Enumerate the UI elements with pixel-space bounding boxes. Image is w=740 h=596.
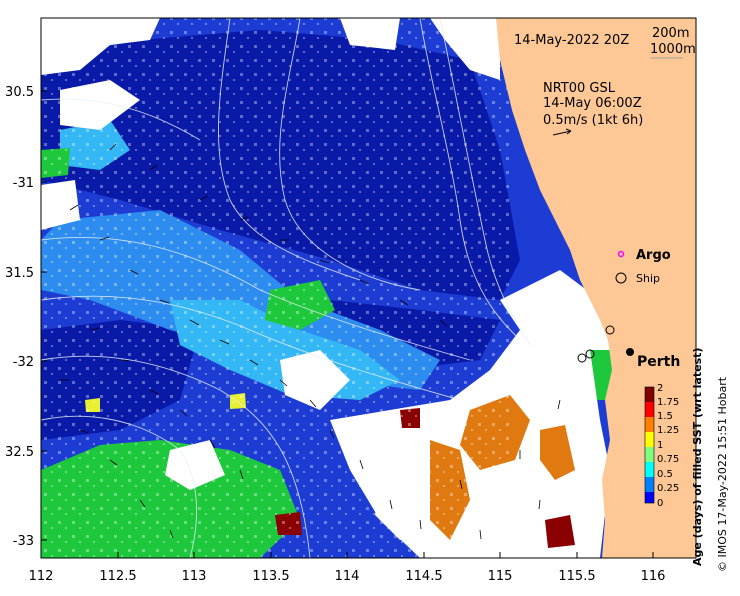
x-tick-label: 112.5 [99,569,136,584]
colorbar-tick: 0.25 [657,483,679,494]
scale-arrow-icon [552,128,572,136]
colorbar-tick: 2 [657,383,663,394]
orange-region [540,425,575,480]
y-tick-label: 30.5 [5,85,34,100]
colorbar-tick: 1.5 [657,411,673,422]
ship-track-marker [605,325,615,335]
y-tick-label: -32 [13,355,34,370]
colorbar: 2 1.75 1.5 1.25 1 0.75 0.5 0.25 0 [644,383,679,509]
current-product-label: NRT00 GSL [543,81,616,96]
x-tick-label: 113.5 [252,569,289,584]
credit-label: © IMOS 17-May-2022 15:51 Hobart [716,376,729,572]
current-scale-label: 0.5m/s (1kt 6h) [543,113,643,128]
colorbar-tick: 1.25 [657,425,679,436]
isobath-label-1000: 1000m [650,42,696,57]
plot-frame [40,17,697,559]
colorbar-tick: 1 [657,440,663,451]
x-tick-label: 115.5 [558,569,595,584]
ship-label: Ship [636,272,660,285]
y-tick-label: 32.5 [5,445,34,460]
x-tick-label: 115 [488,569,513,584]
x-tick-label: 114.5 [405,569,442,584]
bathymetry-contours [41,18,531,558]
y-tick-label: 31.5 [5,266,34,281]
isobath-label-200: 200m [652,26,689,41]
green-region [590,350,612,400]
current-time-label: 14-May 06:00Z [543,96,642,111]
colorbar-tick: 0.5 [657,469,673,480]
colorbar-tick: 0 [657,498,663,509]
y-axis [41,90,47,541]
perth-marker [626,348,634,356]
date-label: 14-May-2022 20Z [514,33,629,48]
x-tick-label: 116 [641,569,666,584]
perth-label: Perth [637,354,680,370]
x-tick-label: 113 [182,569,207,584]
y-tick-label: -33 [13,534,34,549]
ship-track-marker [577,353,587,363]
ship-track-marker [585,349,595,359]
ship-icon [615,272,627,284]
y-tick-label: -31 [13,176,34,191]
current-vectors [60,143,561,540]
colorbar-title: Age (days) of filled SST (wrt latest) [691,348,704,566]
dark-red-region [545,515,575,548]
map-area: Perth 14-May-2022 20Z 200m 1000m NRT00 G… [41,18,696,558]
colorbar-tick: 0.75 [657,454,679,465]
x-tick-label: 114 [335,569,360,584]
argo-label: Argo [636,248,671,263]
argo-icon [617,250,625,258]
x-tick-label: 112 [29,569,54,584]
colorbar-tick: 1.75 [657,397,679,408]
x-axis [40,552,654,558]
